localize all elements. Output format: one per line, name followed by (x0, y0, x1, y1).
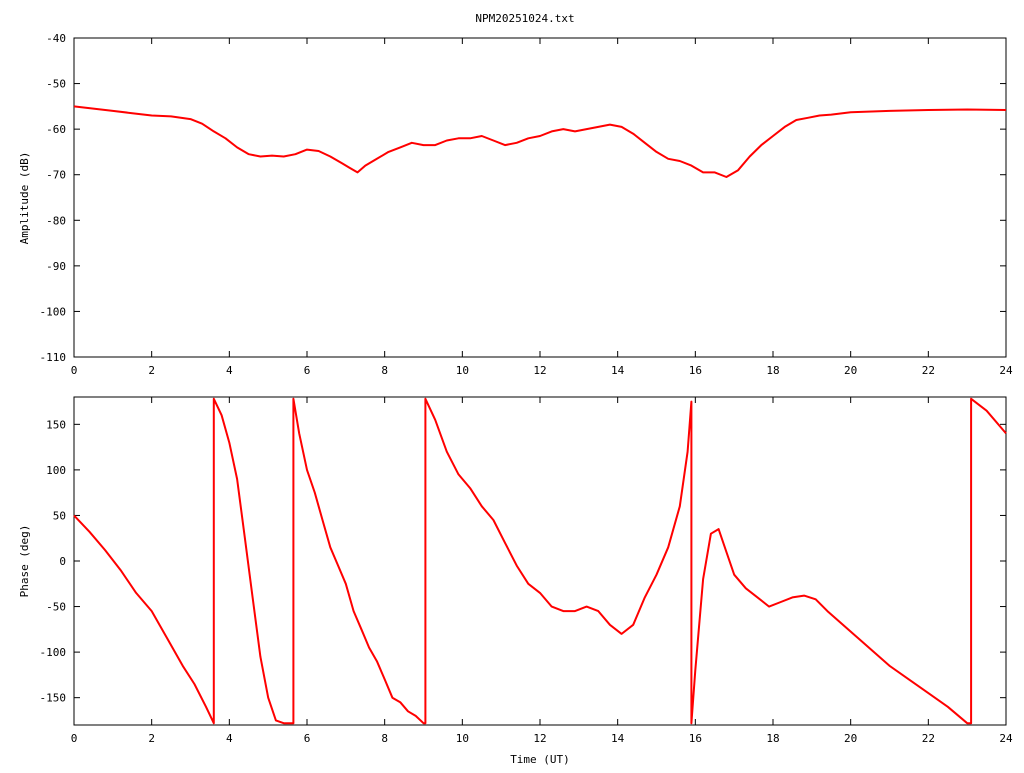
amplitude-y-tick-label: -40 (46, 32, 66, 45)
amplitude-y-tick-label: -90 (46, 260, 66, 273)
amplitude-plot-frame (73, 37, 1007, 358)
phase-x-tick-label: 4 (226, 732, 233, 745)
phase-y-tick-label: -100 (40, 646, 67, 659)
phase-x-tick-label: 16 (689, 732, 702, 745)
amplitude-y-tick-label: -80 (46, 214, 66, 227)
phase-x-tick-label: 2 (148, 732, 155, 745)
phase-x-tick-label: 0 (71, 732, 78, 745)
amplitude-series-line (73, 105, 1007, 178)
chart-title: NPM20251024.txt (475, 12, 574, 25)
amplitude-x-tick-label: 22 (922, 364, 935, 377)
amplitude-x-tick-label: 4 (226, 364, 233, 377)
amplitude-x-tick-label: 0 (71, 364, 78, 377)
phase-x-tick-label: 24 (999, 732, 1013, 745)
amplitude-y-tick-label: -60 (46, 123, 66, 136)
amplitude-ticks: 0 2 4 6 8 10 12 14 16 18 20 22 24-40-50-60-70-80-90-… (40, 32, 1013, 377)
amplitude-y-tick-label: -110 (40, 351, 67, 364)
phase-ticks: 0 2 4 6 8 10 12 14 16 18 20 22 24150100500-50-100-15… (40, 397, 1013, 745)
amplitude-x-tick-label: 20 (844, 364, 857, 377)
phase-y-tick-label: -50 (46, 601, 66, 614)
amplitude-panel: 0 2 4 6 8 10 12 14 16 18 20 22 24-40-50-60-70-80-90-… (18, 32, 1013, 377)
amplitude-x-tick-label: 12 (533, 364, 546, 377)
phase-x-tick-label: 10 (456, 732, 469, 745)
phase-x-tick-label: 20 (844, 732, 857, 745)
amplitude-y-tick-label: -50 (46, 78, 66, 91)
phase-x-tick-label: 18 (766, 732, 779, 745)
phase-ylabel: Phase (deg) (18, 525, 31, 598)
amplitude-y-tick-label: -100 (40, 305, 67, 318)
amplitude-x-tick-label: 6 (304, 364, 311, 377)
phase-series (73, 397, 1007, 725)
phase-series-line (73, 397, 1007, 725)
phase-y-tick-label: 100 (46, 464, 66, 477)
phase-x-tick-label: 22 (922, 732, 935, 745)
amplitude-x-tick-label: 14 (611, 364, 625, 377)
amplitude-x-tick-label: 16 (689, 364, 702, 377)
amplitude-x-tick-label: 10 (456, 364, 469, 377)
amplitude-ylabel: Amplitude (dB) (18, 152, 31, 245)
phase-panel: 0 2 4 6 8 10 12 14 16 18 20 22 24150100500-50-100-15… (18, 396, 1013, 766)
amplitude-x-tick-label: 2 (148, 364, 155, 377)
amplitude-y-tick-label: -70 (46, 169, 66, 182)
phase-y-tick-label: -150 (40, 692, 67, 705)
phase-x-tick-label: 12 (533, 732, 546, 745)
amplitude-x-tick-label: 18 (766, 364, 779, 377)
amplitude-series (73, 105, 1007, 178)
phase-x-tick-label: 8 (381, 732, 388, 745)
amplitude-x-tick-label: 8 (381, 364, 388, 377)
phase-x-tick-label: 6 (304, 732, 311, 745)
phase-y-tick-label: 0 (59, 555, 66, 568)
phase-x-tick-label: 14 (611, 732, 625, 745)
phase-y-tick-label: 150 (46, 418, 66, 431)
amplitude-x-tick-label: 24 (999, 364, 1013, 377)
phase-y-tick-label: 50 (53, 509, 66, 522)
phase-xlabel: Time (UT) (510, 753, 570, 766)
